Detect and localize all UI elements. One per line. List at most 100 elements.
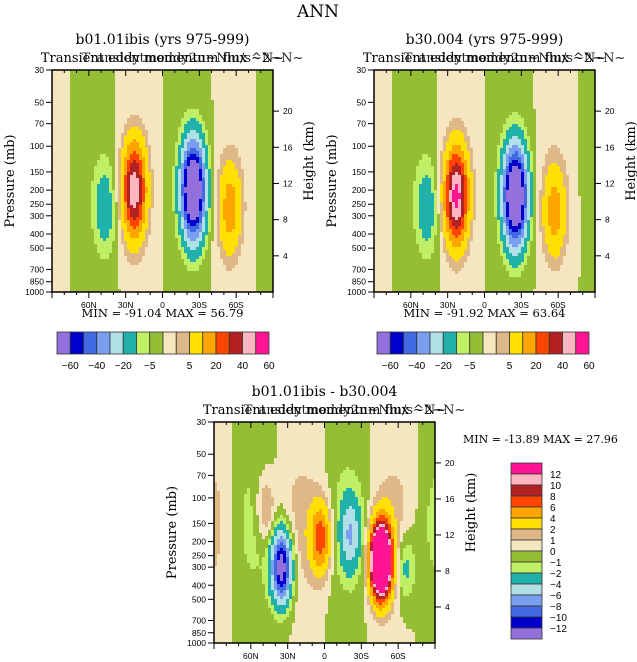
field-cell bbox=[199, 262, 203, 266]
field-cell bbox=[124, 136, 128, 140]
field-cell bbox=[136, 175, 140, 179]
field-cell bbox=[178, 163, 182, 167]
field-cell bbox=[208, 181, 212, 185]
field-cell bbox=[88, 73, 92, 77]
field-cell bbox=[205, 163, 209, 167]
field-cell bbox=[226, 115, 230, 119]
field-cell bbox=[85, 85, 89, 89]
field-cell bbox=[190, 250, 194, 254]
field-cell bbox=[163, 151, 167, 155]
field-cell bbox=[238, 172, 242, 176]
field-cell bbox=[97, 130, 101, 134]
field-cell bbox=[124, 187, 128, 191]
field-cell bbox=[118, 160, 122, 164]
field-cell bbox=[76, 100, 80, 104]
field-cell bbox=[184, 130, 188, 134]
field-cell bbox=[103, 79, 107, 83]
field-cell bbox=[73, 139, 77, 143]
field-cell bbox=[154, 259, 158, 263]
field-cell bbox=[220, 133, 224, 137]
field-cell bbox=[124, 151, 128, 155]
field-cell bbox=[271, 88, 273, 92]
field-cell bbox=[271, 235, 273, 239]
field-cell bbox=[55, 118, 59, 122]
field-cell bbox=[166, 250, 170, 254]
field-cell bbox=[94, 244, 98, 248]
field-cell bbox=[190, 130, 194, 134]
field-cell bbox=[166, 166, 170, 170]
field-cell bbox=[100, 133, 104, 137]
field-cell bbox=[229, 244, 233, 248]
field-cell bbox=[151, 265, 155, 269]
field-cell bbox=[70, 139, 74, 143]
field-cell bbox=[235, 112, 239, 116]
field-cell bbox=[88, 79, 92, 83]
field-cell bbox=[103, 82, 107, 86]
field-cell bbox=[85, 133, 89, 137]
field-cell bbox=[61, 208, 65, 212]
field-cell bbox=[136, 250, 140, 254]
field-cell bbox=[109, 91, 113, 95]
field-cell bbox=[67, 202, 71, 206]
field-cell bbox=[214, 223, 218, 227]
field-cell bbox=[100, 226, 104, 230]
field-cell bbox=[247, 208, 251, 212]
field-cell bbox=[133, 139, 137, 143]
field-cell bbox=[247, 94, 251, 98]
field-cell bbox=[181, 178, 185, 182]
field-cell bbox=[169, 139, 173, 143]
field-cell bbox=[208, 94, 212, 98]
field-cell bbox=[172, 115, 176, 119]
field-cell bbox=[166, 205, 170, 209]
field-cell bbox=[61, 268, 65, 272]
field-cell bbox=[130, 91, 134, 95]
field-cell bbox=[169, 91, 173, 95]
field-cell bbox=[85, 226, 89, 230]
field-cell bbox=[175, 175, 179, 179]
field-cell bbox=[142, 241, 146, 245]
field-cell bbox=[106, 205, 110, 209]
field-cell bbox=[229, 184, 233, 188]
field-cell bbox=[223, 223, 227, 227]
field-cell bbox=[211, 241, 215, 245]
field-cell bbox=[169, 172, 173, 176]
field-cell bbox=[79, 268, 83, 272]
field-cell bbox=[232, 109, 236, 113]
field-cell bbox=[160, 73, 164, 77]
field-cell bbox=[103, 100, 107, 104]
field-cell bbox=[109, 88, 113, 92]
field-cell bbox=[259, 229, 263, 233]
field-cell bbox=[82, 76, 86, 80]
field-cell bbox=[79, 214, 83, 218]
field-cell bbox=[208, 139, 212, 143]
field-cell bbox=[163, 190, 167, 194]
field-cell bbox=[190, 190, 194, 194]
field-cell bbox=[64, 85, 68, 89]
field-cell bbox=[265, 154, 269, 158]
field-cell bbox=[199, 88, 203, 92]
field-cell bbox=[67, 217, 71, 221]
field-cell bbox=[163, 223, 167, 227]
field-cell bbox=[262, 211, 266, 215]
field-cell bbox=[247, 262, 251, 266]
field-cell bbox=[100, 130, 104, 134]
field-cell bbox=[235, 70, 239, 74]
field-cell bbox=[154, 256, 158, 260]
field-cell bbox=[94, 130, 98, 134]
field-cell bbox=[184, 124, 188, 128]
field-cell bbox=[85, 118, 89, 122]
field-cell bbox=[244, 229, 248, 233]
field-cell bbox=[142, 244, 146, 248]
field-cell bbox=[121, 82, 125, 86]
field-cell bbox=[142, 190, 146, 194]
field-cell bbox=[223, 163, 227, 167]
field-cell bbox=[208, 127, 212, 131]
field-cell bbox=[70, 211, 74, 215]
field-cell bbox=[271, 79, 273, 83]
field-cell bbox=[61, 103, 65, 107]
field-cell bbox=[253, 181, 257, 185]
field-cell bbox=[91, 70, 95, 74]
field-cell bbox=[79, 262, 83, 266]
field-cell bbox=[148, 184, 152, 188]
field-cell bbox=[163, 199, 167, 203]
